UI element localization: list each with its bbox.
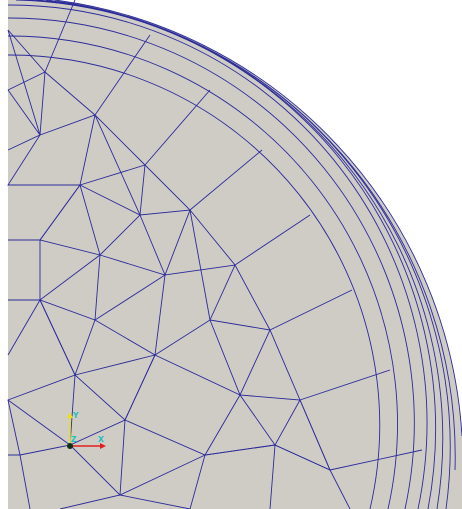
y-axis-arrow-icon: [67, 412, 73, 418]
mesh-edge: [19, 444, 121, 509]
orientation-axes[interactable]: X Y Z: [67, 411, 106, 449]
mesh-edge: [119, 419, 276, 509]
mesh-edge: [79, 114, 141, 216]
mesh-edge: [124, 394, 276, 509]
radial-edge: [44, 0, 76, 73]
radial-edge: [234, 214, 311, 266]
mesh-edge: [69, 354, 156, 446]
mesh-edge: [7, 29, 41, 136]
mesh-edge: [274, 399, 331, 471]
radial-edge: [269, 289, 353, 331]
boundary-layer-arcs: [7, 0, 462, 509]
boundary-layer-radials: [44, 0, 423, 471]
mesh-edge: [7, 399, 71, 446]
boundary-arc: [54, 0, 462, 437]
y-axis-label: Y: [72, 411, 79, 420]
radial-edge: [189, 149, 263, 211]
boundary-layer-arc: [7, 35, 398, 509]
boundary-layer-arc: [7, 54, 381, 509]
triangle-mesh: [7, 29, 351, 509]
x-axis-arrow-icon: [100, 443, 106, 449]
mesh-edge: [119, 494, 191, 509]
mesh-edge: [7, 133, 81, 241]
mesh-edge: [8, 183, 166, 321]
boundary-layer-arc: [7, 17, 415, 509]
radial-edge: [329, 449, 423, 471]
radial-edge: [299, 369, 391, 401]
mesh-edge: [189, 209, 211, 321]
axes-origin-icon: [67, 443, 73, 449]
boundary-layer-arc: [7, 4, 428, 509]
boundary-layer-arc: [15, 0, 436, 509]
mesh-edge: [8, 454, 31, 509]
mesh-edge: [7, 71, 331, 471]
x-axis-label: X: [98, 435, 105, 444]
radial-edge: [94, 34, 151, 116]
z-axis-label: Z: [71, 435, 77, 444]
radial-edge: [144, 89, 211, 166]
mesh-edge: [39, 274, 241, 421]
mesh-surface: [8, 0, 462, 509]
